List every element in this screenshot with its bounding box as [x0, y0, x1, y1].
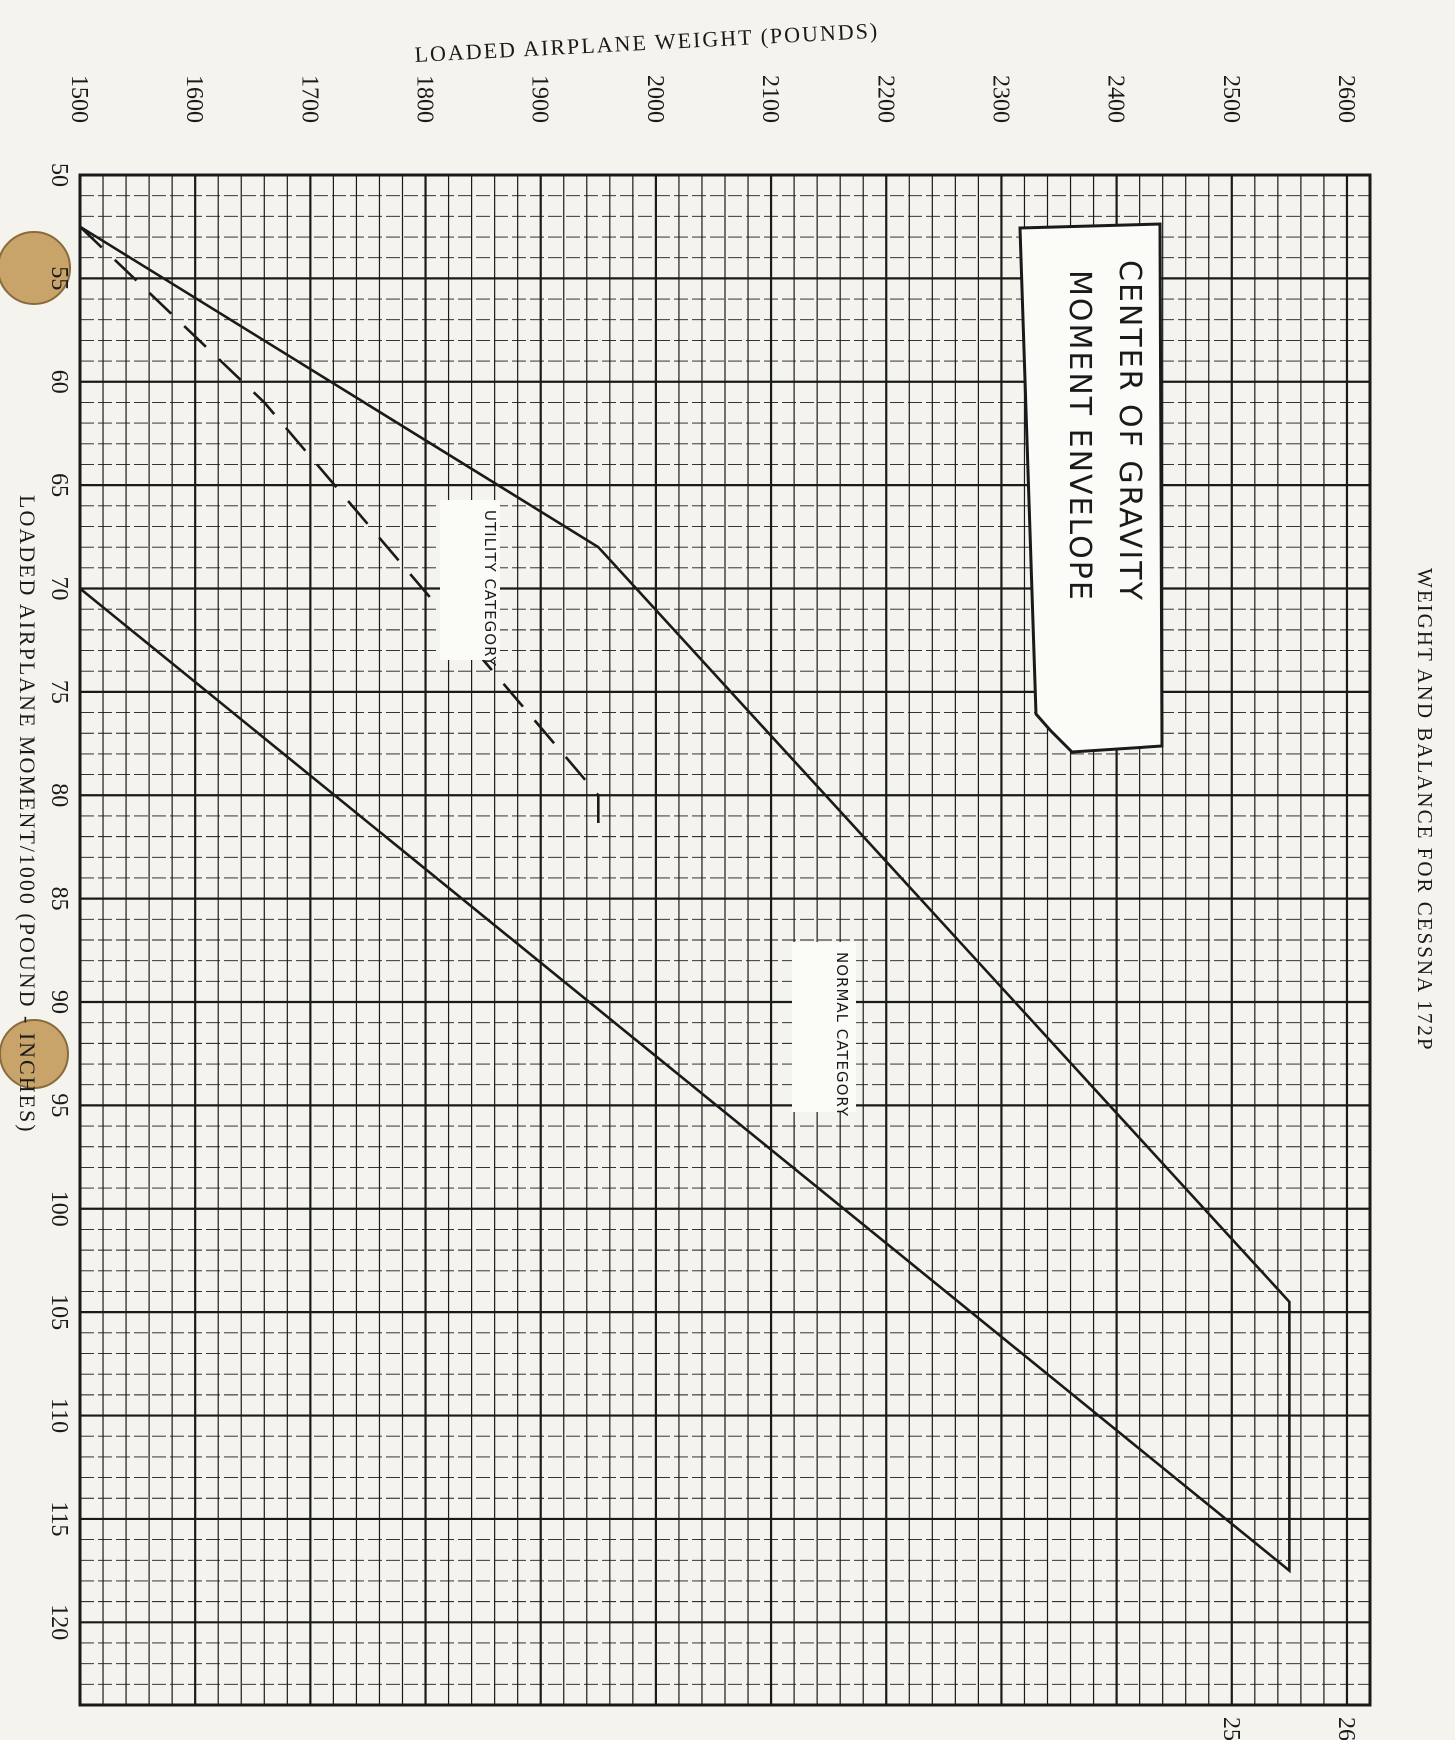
y-tick-label: 1500	[66, 75, 92, 123]
y-tick-labels-right: 2500 2600	[1218, 1717, 1359, 1740]
plot-frame	[78, 173, 1372, 1707]
chart-header: WEIGHT AND BALANCE FOR CESSNA 172P	[1413, 568, 1437, 1052]
y-axis-title: LOADED AIRPLANE WEIGHT (POUNDS)	[414, 18, 880, 67]
normal-label-box: NORMAL CATEGORY	[792, 942, 856, 1117]
x-tick-labels: 50 55 60 65 70 75 80 85 90 95 100 105 110 115 120	[46, 163, 72, 1640]
y-tick-label: 2300	[987, 75, 1013, 123]
y-tick-label: 1600	[181, 75, 207, 123]
x-tick-label: 50	[46, 163, 72, 187]
y-tick-label: 2200	[872, 75, 898, 123]
y-tick-label: 2400	[1103, 75, 1129, 123]
y-tick-label: 2500	[1218, 75, 1244, 123]
x-tick-label: 120	[46, 1604, 72, 1640]
y-tick-label-right: 2600	[1333, 1717, 1359, 1740]
utility-label: UTILITY CATEGORY	[481, 510, 499, 667]
x-tick-label: 110	[46, 1398, 72, 1433]
title-box: CENTER OF GRAVITY MOMENT ENVELOPE	[1018, 222, 1164, 754]
chart-title-line1: CENTER OF GRAVITY	[1112, 260, 1147, 602]
utility-label-box: UTILITY CATEGORY	[440, 500, 500, 667]
x-tick-label: 65	[46, 473, 72, 497]
x-tick-label: 90	[46, 990, 72, 1014]
utility-envelope-line	[79, 225, 600, 837]
normal-envelope-line	[78, 225, 1291, 1574]
x-tick-label: 80	[46, 783, 72, 807]
y-tick-label: 1900	[527, 75, 553, 123]
binder-hole-bottom	[0, 1019, 69, 1089]
y-tick-label: 1700	[296, 75, 322, 123]
x-tick-label: 115	[46, 1501, 72, 1536]
x-tick-label: 70	[46, 577, 72, 601]
x-tick-label: 100	[46, 1191, 72, 1227]
x-tick-label: 55	[46, 266, 72, 290]
chart-title-line2: MOMENT ENVELOPE	[1062, 270, 1097, 602]
y-tick-label: 2600	[1333, 75, 1359, 123]
x-tick-label: 95	[46, 1093, 72, 1117]
y-tick-label: 1800	[412, 75, 438, 123]
y-tick-labels: 1500 1600 1700 1800 1900 2000 2100 2200 2300 2400…	[66, 75, 1359, 123]
series-layer	[78, 225, 1291, 1574]
y-tick-label-right: 2500	[1218, 1717, 1244, 1740]
x-tick-label: 105	[46, 1294, 72, 1330]
x-tick-label: 60	[46, 370, 72, 394]
x-axis-title: LOADED AIRPLANE MOMENT/1000 (POUND - INC…	[15, 495, 40, 1134]
x-tick-label: 85	[46, 887, 72, 911]
normal-label: NORMAL CATEGORY	[833, 952, 851, 1117]
binder-hole-top	[0, 231, 71, 305]
y-tick-label: 2100	[757, 75, 783, 123]
grid	[78, 173, 1372, 1707]
y-tick-label: 2000	[642, 75, 668, 123]
x-tick-label: 75	[46, 680, 72, 704]
